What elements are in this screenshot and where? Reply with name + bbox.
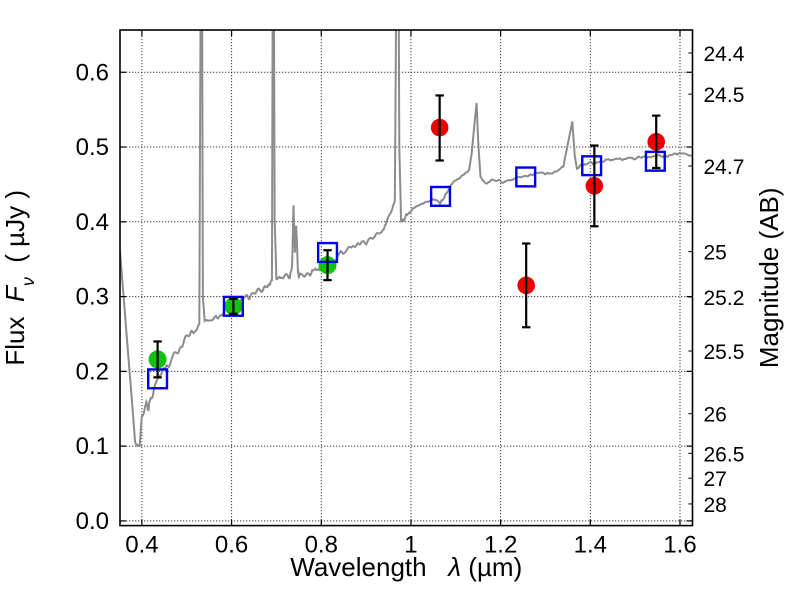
svg-text:0.1: 0.1	[76, 433, 109, 460]
svg-text:0.4: 0.4	[76, 209, 109, 236]
svg-text:24.7: 24.7	[704, 156, 745, 179]
svg-text:25.2: 25.2	[704, 287, 745, 310]
svg-text:0.4: 0.4	[125, 532, 158, 559]
svg-text:0.5: 0.5	[76, 134, 109, 161]
svg-text:Wavelength λ (µm): Wavelength λ (µm)	[290, 552, 522, 582]
svg-text:24.5: 24.5	[704, 84, 745, 107]
svg-text:0.2: 0.2	[76, 358, 109, 385]
svg-text:1.6: 1.6	[663, 532, 696, 559]
svg-text:28: 28	[704, 494, 727, 517]
svg-text:0.0: 0.0	[76, 508, 109, 535]
svg-text:25: 25	[704, 242, 727, 265]
svg-text:27: 27	[704, 468, 727, 491]
svg-text:26.5: 26.5	[704, 443, 745, 466]
svg-text:0.3: 0.3	[76, 284, 109, 311]
svg-text:0.6: 0.6	[215, 532, 248, 559]
svg-text:Magnitude (AB): Magnitude (AB)	[754, 187, 784, 368]
svg-text:26: 26	[704, 404, 727, 427]
svg-text:25.5: 25.5	[704, 341, 745, 364]
svg-text:1.4: 1.4	[574, 532, 607, 559]
svg-text:0.6: 0.6	[76, 59, 109, 86]
svg-text:24.4: 24.4	[704, 43, 745, 66]
